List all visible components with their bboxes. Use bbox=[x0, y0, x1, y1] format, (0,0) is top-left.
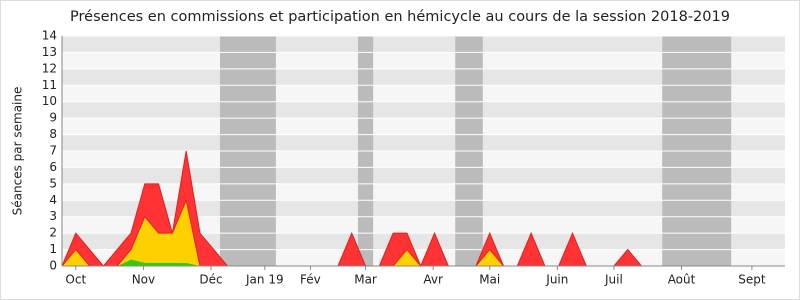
x-tick-label: Août bbox=[668, 273, 696, 287]
y-tick-label: 7 bbox=[49, 144, 57, 158]
x-tick-label: Avr bbox=[423, 273, 443, 287]
y-tick-label: 11 bbox=[42, 78, 57, 92]
y-tick-label: 8 bbox=[49, 127, 57, 141]
x-tick-label: Juil bbox=[604, 273, 623, 287]
y-tick-label: 5 bbox=[49, 176, 57, 190]
y-tick-label: 6 bbox=[49, 160, 57, 174]
y-tick-label: 0 bbox=[49, 259, 57, 273]
x-tick-label: Jan 19 bbox=[245, 273, 284, 287]
x-tick-label: Mai bbox=[479, 273, 500, 287]
area bbox=[62, 259, 780, 266]
x-tick-label: Juin bbox=[545, 273, 568, 287]
area bbox=[62, 200, 780, 266]
x-tick-label: Fév bbox=[300, 273, 321, 287]
x-tick-label: Déc bbox=[199, 273, 222, 287]
x-tick-label: Oct bbox=[65, 273, 86, 287]
x-tick-label: Mar bbox=[354, 273, 377, 287]
y-tick-label: 1 bbox=[49, 242, 57, 256]
y-axis-label: Séances par semaine bbox=[11, 87, 25, 216]
y-tick-label: 13 bbox=[42, 45, 57, 59]
y-tick-label: 12 bbox=[42, 61, 57, 75]
y-tick-label: 3 bbox=[49, 209, 57, 223]
x-tick-label: Nov bbox=[132, 273, 155, 287]
chart-title: Présences en commissions et participatio… bbox=[70, 9, 730, 25]
y-tick-label: 4 bbox=[49, 193, 57, 207]
y-tick-label: 14 bbox=[42, 29, 57, 43]
y-tick-label: 2 bbox=[49, 226, 57, 240]
y-tick-label: 9 bbox=[49, 111, 57, 125]
y-tick-label: 10 bbox=[42, 94, 57, 108]
x-tick-label: Sept bbox=[738, 273, 766, 287]
